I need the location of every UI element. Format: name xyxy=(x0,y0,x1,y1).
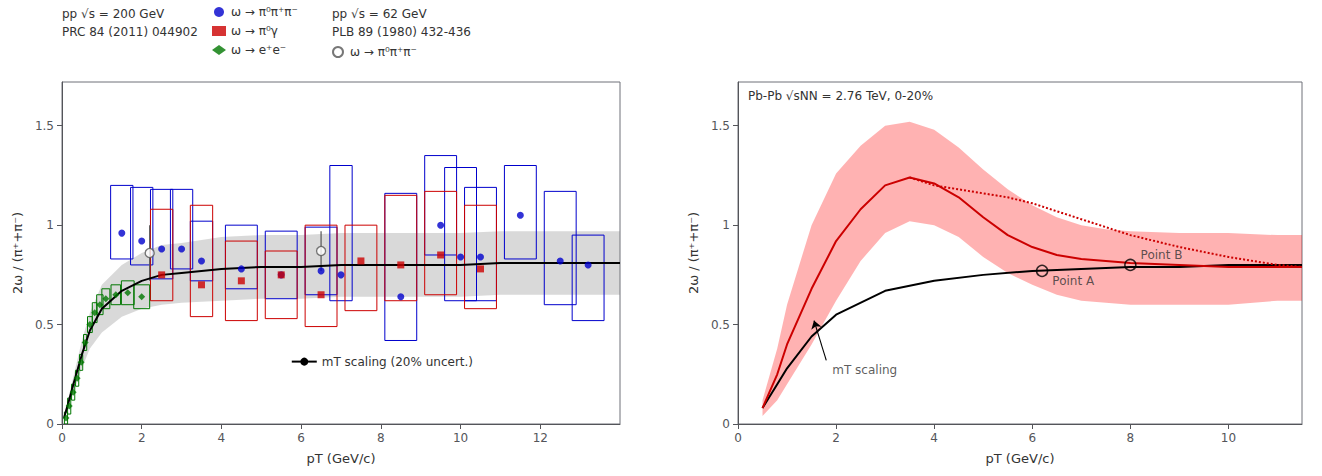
svg-text:Point B: Point B xyxy=(1141,248,1183,262)
svg-text:mT scaling: mT scaling xyxy=(832,363,897,377)
svg-text:4: 4 xyxy=(930,431,938,445)
svg-text:2ω / (π⁺+π⁻): 2ω / (π⁺+π⁻) xyxy=(686,212,701,294)
svg-text:1: 1 xyxy=(46,218,54,232)
svg-text:pp √s = 200 GeV: pp √s = 200 GeV xyxy=(62,7,165,21)
svg-text:4: 4 xyxy=(218,431,226,445)
svg-text:2ω / (π⁺+π⁻): 2ω / (π⁺+π⁻) xyxy=(10,212,25,294)
svg-text:Pb-Pb √sNN = 2.76 TeV, 0-20%: Pb-Pb √sNN = 2.76 TeV, 0-20% xyxy=(748,89,933,103)
svg-text:1.5: 1.5 xyxy=(35,119,54,133)
svg-text:0: 0 xyxy=(46,417,54,431)
svg-text:10: 10 xyxy=(453,431,468,445)
svg-text:ω → e⁺e⁻: ω → e⁺e⁻ xyxy=(231,43,286,57)
svg-text:2: 2 xyxy=(832,431,840,445)
svg-text:PRC 84 (2011) 044902: PRC 84 (2011) 044902 xyxy=(62,25,198,39)
svg-text:pT (GeV/c): pT (GeV/c) xyxy=(986,451,1055,466)
svg-text:0.5: 0.5 xyxy=(711,318,730,332)
svg-text:0: 0 xyxy=(722,417,730,431)
svg-text:ω → π⁰π⁺π⁻: ω → π⁰π⁺π⁻ xyxy=(350,45,417,59)
svg-text:6: 6 xyxy=(297,431,305,445)
svg-text:8: 8 xyxy=(377,431,385,445)
svg-text:12: 12 xyxy=(533,431,548,445)
svg-text:8: 8 xyxy=(1127,431,1135,445)
svg-text:0.5: 0.5 xyxy=(35,318,54,332)
svg-text:PLB 89 (1980) 432-436: PLB 89 (1980) 432-436 xyxy=(332,25,471,39)
svg-text:1.5: 1.5 xyxy=(711,119,730,133)
svg-text:2: 2 xyxy=(138,431,146,445)
svg-text:Point A: Point A xyxy=(1052,274,1095,288)
svg-text:1: 1 xyxy=(722,218,730,232)
svg-text:6: 6 xyxy=(1028,431,1036,445)
svg-text:10: 10 xyxy=(1221,431,1236,445)
svg-text:pp √s = 62 GeV: pp √s = 62 GeV xyxy=(332,7,427,21)
svg-text:0: 0 xyxy=(58,431,66,445)
svg-text:mT scaling (20% uncert.): mT scaling (20% uncert.) xyxy=(322,355,473,369)
svg-text:ω → π⁰π⁺π⁻: ω → π⁰π⁺π⁻ xyxy=(231,5,298,19)
svg-text:0: 0 xyxy=(734,431,742,445)
svg-text:ω → π⁰γ: ω → π⁰γ xyxy=(231,24,278,38)
svg-text:pT (GeV/c): pT (GeV/c) xyxy=(307,451,376,466)
